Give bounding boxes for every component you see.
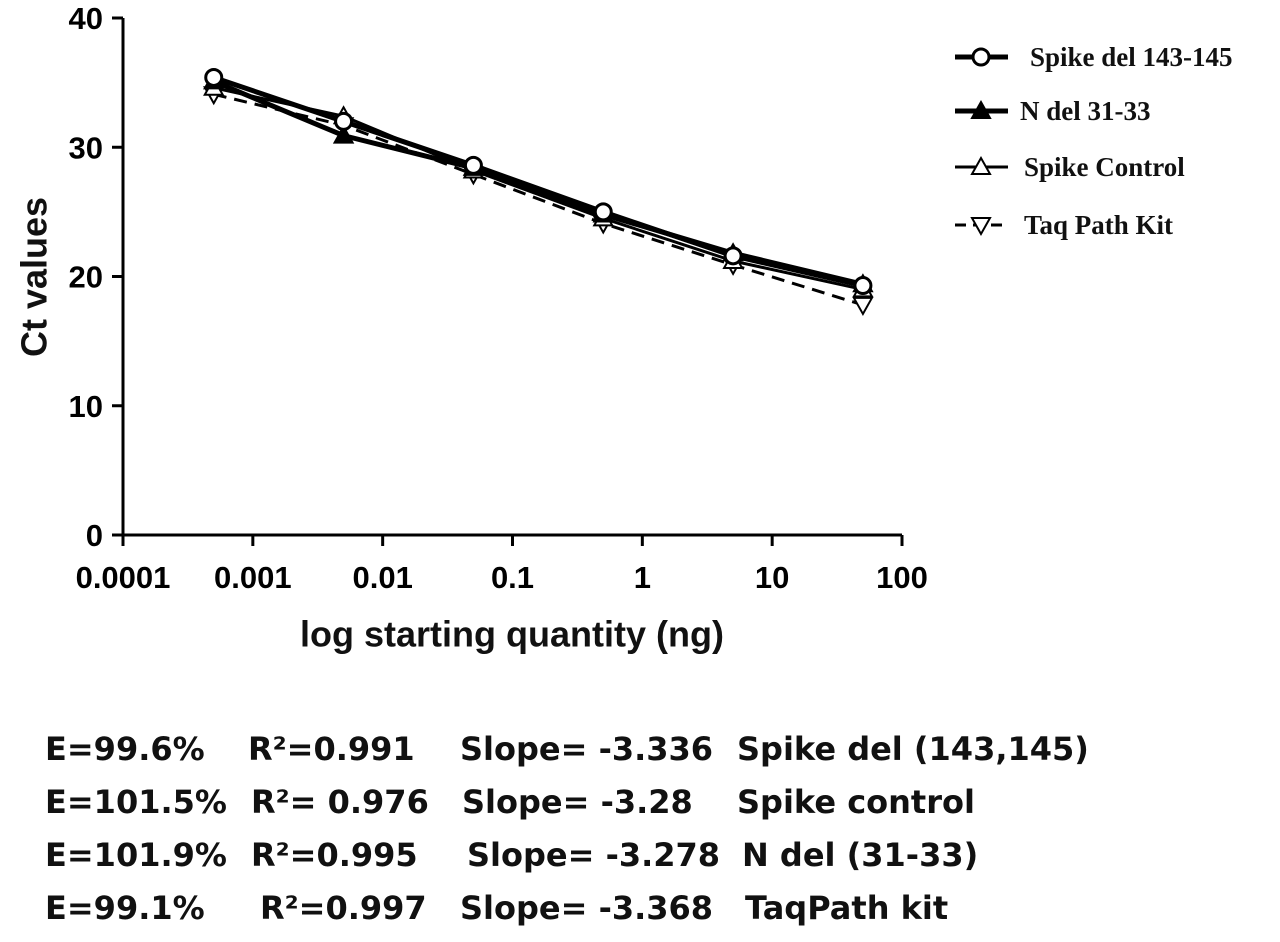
legend-label: Spike del 143-145 — [1030, 42, 1233, 72]
axes: 0.0001 0.001 0.01 0.1 1 10 100 0 10 20 30 40 — [69, 1, 928, 595]
y-tick-label: 20 — [69, 260, 103, 295]
data-point — [463, 155, 483, 175]
slope-value: Slope= -3.28 — [462, 783, 693, 821]
y-tick-label: 10 — [69, 389, 103, 424]
assay-name: Spike control — [737, 783, 975, 821]
data-point — [852, 296, 874, 316]
legend-marker — [970, 155, 992, 175]
r-squared-value: R²=0.997 — [260, 889, 427, 927]
r-squared-value: R²=0.991 — [248, 730, 415, 768]
slope-value: Slope= -3.278 — [467, 836, 721, 874]
data-point — [334, 111, 354, 131]
calibration-stats-table: E=99.6% R²=0.991 Slope= -3.336 Spike del… — [45, 730, 1265, 942]
x-tick-label: 1 — [634, 560, 651, 595]
data-point — [723, 246, 743, 266]
y-tick-label: 0 — [86, 518, 103, 553]
x-tick-label: 0.0001 — [76, 560, 171, 595]
y-tick-label: 30 — [69, 130, 103, 165]
r-squared-value: R²=0.995 — [251, 836, 418, 874]
data-point — [593, 202, 613, 222]
series-0 — [204, 67, 873, 296]
assay-name: Spike del (143,145) — [737, 730, 1089, 768]
assay-name: N del (31-33) — [742, 836, 979, 874]
legend: Spike del 143-145 N del 31-33 Spike Contro… — [955, 42, 1233, 240]
legend-marker — [970, 217, 992, 237]
y-axis-title: Ct values — [14, 197, 55, 357]
legend-marker — [970, 99, 992, 119]
efficiency-value: E=99.1% — [45, 889, 205, 927]
stats-row: E=99.1% R²=0.997 Slope= -3.368 TaqPath k… — [45, 889, 1265, 942]
legend-label: Taq Path Kit — [1024, 210, 1173, 240]
slope-value: Slope= -3.368 — [460, 889, 714, 927]
y-tick-label: 40 — [69, 1, 103, 36]
x-tick-label: 0.1 — [491, 560, 534, 595]
x-tick-label: 100 — [876, 560, 928, 595]
slope-value: Slope= -3.336 — [460, 730, 714, 768]
r-squared-value: R²= 0.976 — [251, 783, 429, 821]
data-point — [204, 67, 224, 87]
series-line — [213, 92, 864, 307]
x-axis-title: log starting quantity (ng) — [300, 614, 724, 655]
legend-marker — [971, 47, 991, 67]
data-point — [853, 276, 873, 296]
efficiency-value: E=101.5% — [45, 783, 227, 821]
x-tick-label: 0.001 — [214, 560, 292, 595]
data-point — [332, 124, 355, 144]
series-line — [212, 75, 864, 288]
efficiency-value: E=101.9% — [45, 836, 227, 874]
stats-row: E=99.6% R²=0.991 Slope= -3.336 Spike del… — [45, 730, 1265, 783]
stats-row: E=101.5% R²= 0.976 Slope= -3.28 Spike co… — [45, 783, 1265, 836]
legend-label: N del 31-33 — [1020, 96, 1151, 126]
plot-area — [203, 67, 874, 316]
legend-label: Spike Control — [1024, 152, 1185, 182]
x-tick-label: 10 — [755, 560, 789, 595]
stats-row: E=101.9% R²=0.995 Slope= -3.278 N del (3… — [45, 836, 1265, 889]
x-tick-label: 0.01 — [352, 560, 412, 595]
series-1 — [203, 70, 874, 293]
efficiency-value: E=99.6% — [45, 730, 205, 768]
assay-name: TaqPath kit — [745, 889, 949, 927]
